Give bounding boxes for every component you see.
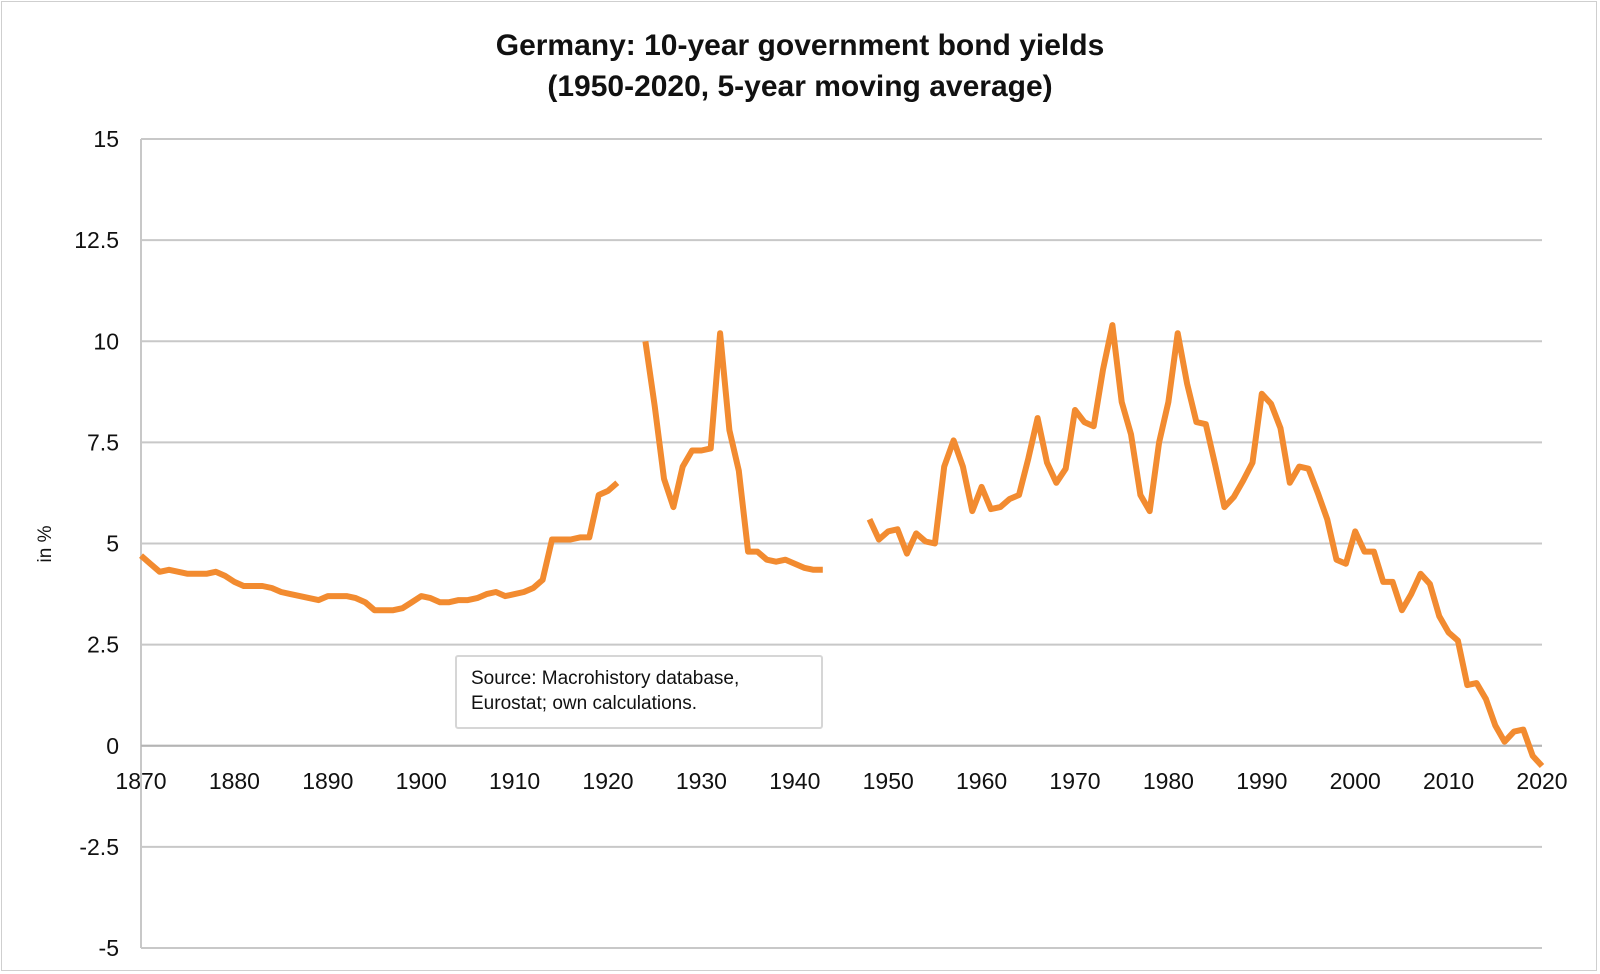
y-tick-label: 12.5 <box>74 227 119 253</box>
x-tick-label: 2010 <box>1423 768 1474 794</box>
x-tick-label: 1900 <box>396 768 447 794</box>
yield-line-segment <box>866 322 1545 769</box>
x-tick-label: 1980 <box>1143 768 1194 794</box>
y-tick-label: 15 <box>93 126 119 152</box>
x-tick-label: 2000 <box>1330 768 1381 794</box>
x-tick-label: 1970 <box>1049 768 1100 794</box>
y-tick-label: -5 <box>99 935 119 961</box>
y-tick-label: 7.5 <box>87 429 119 455</box>
x-tick-label: 1910 <box>489 768 540 794</box>
y-tick-label: 5 <box>106 531 119 557</box>
x-tick-label: 1920 <box>582 768 633 794</box>
x-tick-label: 1880 <box>209 768 260 794</box>
x-tick-label: 1890 <box>302 768 353 794</box>
x-tick-label: 1950 <box>863 768 914 794</box>
x-tick-label: 1930 <box>676 768 727 794</box>
chart-title: Germany: 10-year government bond yields <box>496 29 1105 62</box>
axes <box>140 139 1542 948</box>
yield-line-segment <box>139 480 620 614</box>
yield-line-segment <box>642 330 823 573</box>
y-tick-labels: 15 12.5 10 7.5 5 2.5 0 -2.5 -5 <box>74 126 119 961</box>
y-tick-label: 10 <box>93 328 119 354</box>
y-tick-label: 2.5 <box>87 632 119 658</box>
x-tick-labels: 1870 1880 1890 1900 1910 1920 1930 1940 1950 1960… <box>115 768 1567 794</box>
source-note-line: Source: Macrohistory database, <box>471 668 740 689</box>
yield-series <box>139 322 1545 769</box>
y-tick-label: 0 <box>106 733 119 759</box>
source-note: Source: Macrohistory database, Eurostat;… <box>455 655 823 729</box>
chart-subtitle: (1950-2020, 5-year moving average) <box>547 70 1052 103</box>
x-tick-label: 1960 <box>956 768 1007 794</box>
x-tick-label: 1990 <box>1236 768 1287 794</box>
y-axis-label: in % <box>35 525 56 562</box>
y-tick-label: -2.5 <box>79 834 119 860</box>
x-tick-label: 1870 <box>115 768 166 794</box>
source-note-line: Eurostat; own calculations. <box>471 693 698 714</box>
x-tick-label: 1940 <box>769 768 820 794</box>
x-tick-label: 2020 <box>1516 768 1567 794</box>
